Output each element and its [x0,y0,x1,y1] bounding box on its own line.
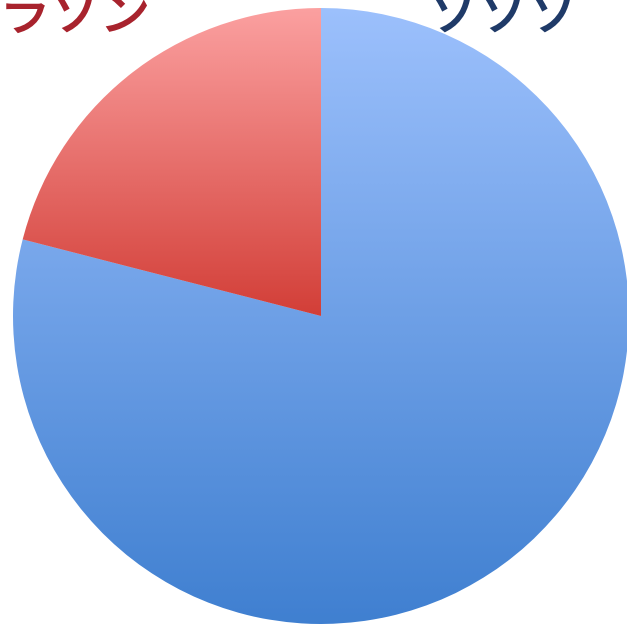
pie-slice-0 [13,8,627,624]
pie-slices [13,8,627,624]
title-fragment-left: ラソン [0,0,150,42]
title-fragment-right: ソソソ [428,0,578,42]
chart-title: ラソン ソソソ [0,0,578,42]
pie-slice-1 [22,8,321,316]
